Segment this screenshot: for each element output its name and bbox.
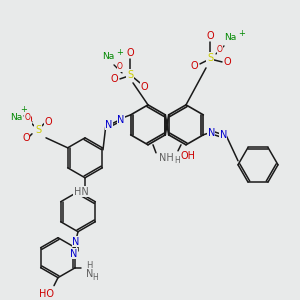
Text: HN: HN [74,187,88,197]
Text: O: O [206,31,214,41]
Text: O: O [24,115,32,125]
Text: H: H [86,261,92,270]
Text: N: N [105,120,112,130]
Text: OH: OH [181,151,196,161]
Text: +: + [117,48,123,57]
Text: N: N [220,130,227,140]
Text: S: S [207,53,213,63]
Text: +: + [238,29,245,38]
Text: O: O [110,74,118,84]
Text: O: O [223,57,231,67]
Text: Na: Na [10,113,22,122]
Text: H: H [174,156,180,165]
Text: O: O [217,45,223,54]
Text: H: H [92,273,98,282]
Text: Na: Na [224,34,236,43]
Text: O: O [117,62,123,71]
Text: O: O [22,133,30,143]
Text: O: O [44,117,52,127]
Text: +: + [21,105,27,114]
Text: N: N [117,115,124,125]
Text: N: N [72,237,80,247]
Text: N: N [70,249,78,259]
Text: N: N [85,269,93,279]
Text: N: N [208,128,215,138]
Text: NH: NH [159,153,173,163]
Text: S: S [127,70,133,80]
Text: S: S [35,125,41,135]
Text: HO: HO [38,289,53,298]
Text: O: O [140,82,148,92]
Text: O: O [190,61,198,71]
Text: Na: Na [102,52,114,62]
Text: O: O [25,113,31,122]
Text: O: O [126,48,134,58]
